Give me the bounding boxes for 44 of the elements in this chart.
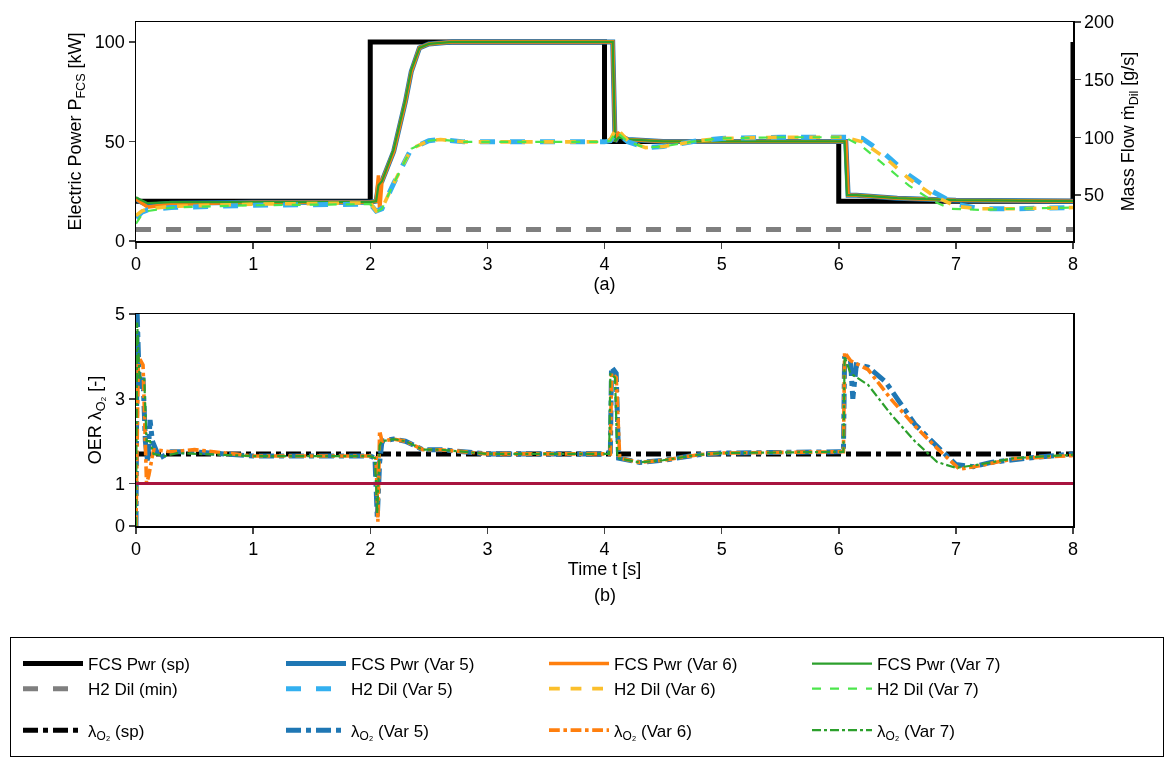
legend-label: λ$_{O₂}$ (Var 5) <box>351 721 429 744</box>
legend-label: FCS Pwr (sp) <box>88 655 190 675</box>
x-tick-label: 4 <box>599 254 610 275</box>
x-axis-title: Time t [s] <box>567 559 642 580</box>
legend-label: FCS Pwr (Var 6) <box>614 655 738 675</box>
text: (b) <box>594 585 616 605</box>
x-tick-label: 5 <box>716 539 727 560</box>
legend-label: λ$_{O₂}$ (Var 6) <box>614 721 692 744</box>
legend-label: H2 Dil (Var 6) <box>614 680 716 700</box>
x-axis-title: (a) <box>593 274 616 295</box>
y2-tick-label: 150 <box>1084 69 1115 90</box>
legend-label: λ$_{O₂}$ (Var 7) <box>877 721 955 744</box>
x-tick-label: 0 <box>130 254 142 275</box>
x-tick-label: 7 <box>950 539 961 560</box>
legend-label: H2 Dil (min) <box>88 680 178 700</box>
x-tick-label: 6 <box>833 254 844 275</box>
y-tick-label: 3 <box>114 389 125 410</box>
y-tick-label: 0 <box>114 231 125 252</box>
x-tick-label: 8 <box>1067 254 1079 275</box>
y-tick-label: 0 <box>114 516 125 537</box>
legend-label: FCS Pwr (Var 7) <box>877 655 1001 675</box>
y-tick-label: 5 <box>114 304 125 325</box>
legend-label: FCS Pwr (Var 5) <box>351 655 475 675</box>
x-tick-label: 2 <box>365 254 376 275</box>
x-tick-label: 2 <box>365 539 376 560</box>
x-tick-label: 1 <box>248 539 259 560</box>
x-tick-label: 4 <box>599 539 610 560</box>
legend-label: H2 Dil (Var 5) <box>351 680 453 700</box>
y2-tick-label: 200 <box>1084 12 1115 33</box>
y-tick-label: 1 <box>114 473 125 494</box>
y2-tick-label: 50 <box>1084 185 1105 206</box>
legend-label: λ$_{O₂}$ (sp) <box>88 721 145 744</box>
x-tick-label: 7 <box>950 254 961 275</box>
y2-tick-label: 100 <box>1084 127 1115 148</box>
x-tick-label: 6 <box>833 539 844 560</box>
x-tick-label: 3 <box>482 254 493 275</box>
legend-label: H2 Dil (Var 7) <box>877 680 979 700</box>
x-tick-label: 8 <box>1067 539 1079 560</box>
x-tick-label: 5 <box>716 254 727 275</box>
x-tick-label: 3 <box>482 539 493 560</box>
y-tick-label: 100 <box>94 32 125 53</box>
x-tick-label: 1 <box>248 254 259 275</box>
y-tick-label: 50 <box>104 131 125 152</box>
x-tick-label: 0 <box>130 539 142 560</box>
